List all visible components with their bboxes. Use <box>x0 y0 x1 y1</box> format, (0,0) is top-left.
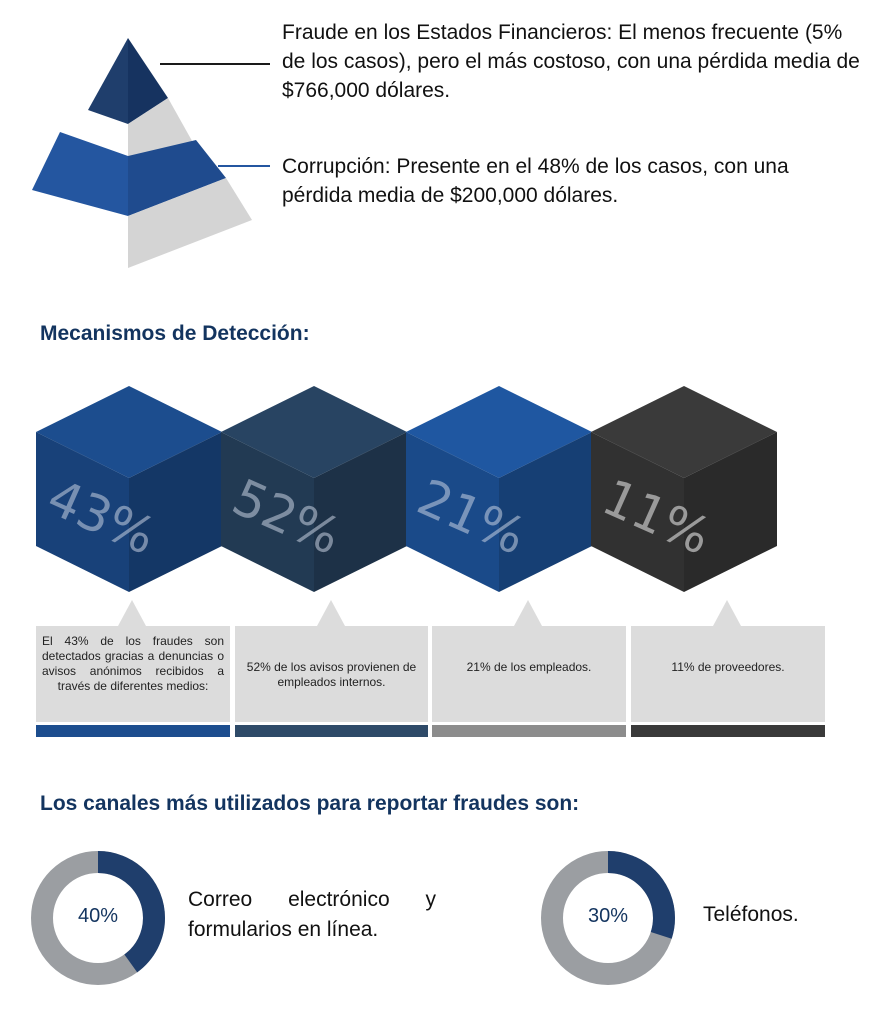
callout-52-tip <box>317 600 345 626</box>
callout-21-tip <box>514 600 542 626</box>
detection-cubes: 43% 52% 21% 11% <box>36 386 777 592</box>
ring-40-label: 40% <box>77 905 119 927</box>
callout-21-text: 21% de los empleados. <box>466 660 592 674</box>
pyramid-graphic <box>32 38 270 268</box>
callout-52-text: 52% de los avisos provienen de empleados… <box>246 660 417 689</box>
callout-43-text: El 43% de los fraudes son detectados gra… <box>42 634 224 693</box>
pyramid-gray-base <box>128 178 252 268</box>
cube-21: 21% <box>406 386 592 592</box>
channel-phone-text: Teléfonos. <box>703 903 799 926</box>
ring-fill <box>31 851 165 985</box>
pyramid-blue-right <box>128 140 226 216</box>
callout-52: 52% de los avisos provienen de empleados… <box>235 600 428 722</box>
cube-face-right <box>129 432 222 592</box>
callout-43: El 43% de los fraudes son detectados gra… <box>36 600 230 722</box>
callout-11: 11% de proveedores. <box>631 600 825 722</box>
detection-title: Mecanismos de Detección: <box>40 322 310 345</box>
callout-43-tip <box>118 600 146 626</box>
callout-21: 21% de los empleados. <box>432 600 626 722</box>
channel-email-text: Correo electrónico y formularios en líne… <box>188 888 436 941</box>
corrupcion-text: Corrupción: Presente en el 48% de los ca… <box>282 155 789 207</box>
callout-43-bar <box>36 725 230 737</box>
cube-face-left <box>36 432 129 592</box>
callout-21-bar <box>432 725 626 737</box>
ring-fill <box>541 851 675 985</box>
ring-30-label: 30% <box>587 905 629 927</box>
callout-11-bar <box>631 725 825 737</box>
fraude-estados-text: Fraude en los Estados Financieros: El me… <box>282 21 860 102</box>
pyramid-top-right <box>128 38 168 124</box>
cube-52: 52% <box>221 386 407 592</box>
ring-30 <box>541 851 675 985</box>
cube-face-right <box>314 432 407 592</box>
cube-face-left <box>591 432 684 592</box>
pyramid-blue-left <box>32 132 128 216</box>
pyramid-top-left <box>88 38 128 124</box>
callout-11-tip <box>713 600 741 626</box>
cube-face-left <box>406 432 499 592</box>
cube-43: 43% <box>36 386 222 592</box>
callout-11-text: 11% de proveedores. <box>671 660 785 674</box>
cube-11: 11% <box>591 386 777 592</box>
cube-face-left <box>221 432 314 592</box>
callout-52-bar <box>235 725 428 737</box>
cube-face-right <box>684 432 777 592</box>
channels-title: Los canales más utilizados para reportar… <box>40 792 580 815</box>
ring-40 <box>31 851 165 985</box>
cube-face-right <box>499 432 592 592</box>
